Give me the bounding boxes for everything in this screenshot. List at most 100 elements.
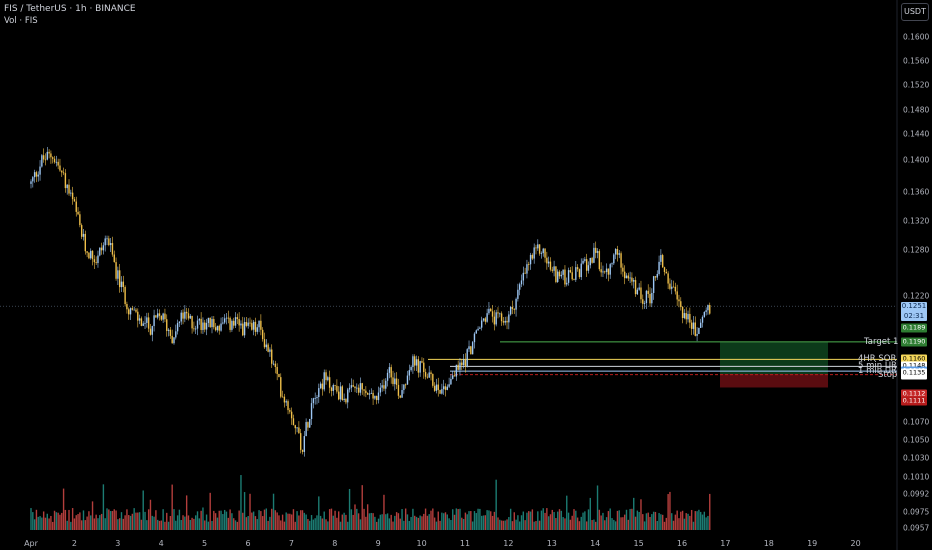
candle-body [137, 311, 139, 321]
volume-bar [32, 512, 34, 530]
candle-body [184, 311, 186, 319]
candle-body [694, 322, 696, 336]
volume-bar [401, 509, 403, 530]
candle-body [90, 250, 92, 259]
volume-bar [450, 519, 452, 530]
level-label[interactable]: 1 min UR [858, 366, 897, 377]
candle-body [91, 250, 94, 260]
candle-body [343, 398, 345, 400]
candle-body [526, 264, 528, 274]
level-label[interactable]: 5 min UR [858, 361, 897, 372]
volume-bar [318, 496, 320, 530]
candle-body [292, 418, 295, 426]
level-label[interactable]: 4HR SOR [858, 354, 897, 365]
candle-body [310, 403, 313, 419]
volume-bar [571, 515, 573, 530]
volume-bar [171, 484, 173, 530]
candle-body [466, 349, 468, 367]
candle-body [187, 313, 190, 319]
price-axis-label: 0.1600 [903, 32, 930, 42]
candle-body [508, 314, 510, 323]
volume-bar [379, 514, 382, 530]
volume-bar [280, 520, 282, 530]
candle-body [258, 320, 260, 328]
volume-bar [622, 517, 624, 530]
time-axis-label: Apr [24, 539, 38, 548]
volume-bar [332, 515, 334, 530]
volume-bar [292, 509, 295, 530]
volume-bar [365, 516, 367, 530]
candle-body [312, 398, 315, 404]
candle-body [417, 359, 420, 373]
candle-body [147, 317, 150, 329]
volume-bar [549, 514, 552, 530]
volume-bar [423, 513, 425, 530]
volume-bar [372, 513, 374, 530]
candle-body [566, 282, 568, 285]
candle-body [540, 253, 543, 254]
volume-bar [433, 517, 436, 530]
volume-bar [385, 514, 387, 530]
candle-body [582, 260, 584, 264]
candle-body [193, 328, 195, 330]
candle-body [663, 267, 666, 272]
level-label[interactable]: Target 1 [864, 336, 899, 347]
candle-body [347, 389, 349, 403]
candle-body [448, 384, 450, 387]
volume-bar [602, 512, 604, 530]
volume-bar [499, 519, 501, 530]
volume-bar [356, 508, 358, 530]
volume-bar [323, 511, 325, 530]
volume-bar [99, 515, 101, 530]
volume-bar [35, 509, 38, 530]
volume-bar [357, 513, 360, 530]
volume-bar [502, 520, 505, 530]
candle-body [658, 261, 660, 274]
candle-body [538, 244, 541, 254]
candle-body [531, 254, 534, 259]
volume-bar [39, 516, 41, 530]
candle-body [504, 320, 506, 323]
volume-bar [142, 490, 144, 530]
candle-body [681, 306, 684, 319]
candle-body [59, 165, 61, 171]
volume-bar [477, 508, 479, 530]
price-axis-label: 0.1360 [903, 187, 930, 197]
volume-bar [164, 521, 166, 530]
volume-bar [674, 514, 677, 530]
candle-body [95, 262, 97, 264]
volume-bar [531, 509, 534, 530]
volume-bar [511, 521, 514, 530]
candle-body [223, 318, 226, 323]
volume-bar [598, 509, 601, 530]
volume-bar [634, 516, 637, 530]
volume-bar [64, 509, 67, 530]
candle-body [278, 373, 280, 378]
candle-body [345, 398, 347, 403]
candle-body [269, 349, 271, 352]
candle-body [120, 281, 123, 288]
volume-bar [202, 507, 204, 530]
candle-body [133, 309, 135, 311]
volume-bar [381, 514, 383, 530]
volume-bar [147, 509, 150, 530]
volume-bar [546, 508, 548, 530]
candle-body [169, 329, 172, 336]
volume-bar [452, 509, 454, 530]
volume-bar [640, 499, 642, 530]
candle-body [388, 367, 391, 373]
volume-bar [491, 515, 494, 530]
level-label[interactable]: Stop [878, 369, 898, 380]
candle-body [643, 302, 646, 304]
currency-button[interactable]: USDT [901, 3, 929, 21]
candle-body [707, 305, 709, 311]
volume-bar [79, 512, 81, 530]
candle-body [162, 313, 164, 320]
volume-bar [325, 519, 327, 530]
candle-body [558, 271, 561, 277]
candle-body [30, 181, 32, 184]
volume-bar [162, 509, 164, 530]
volume-bar [638, 511, 640, 530]
